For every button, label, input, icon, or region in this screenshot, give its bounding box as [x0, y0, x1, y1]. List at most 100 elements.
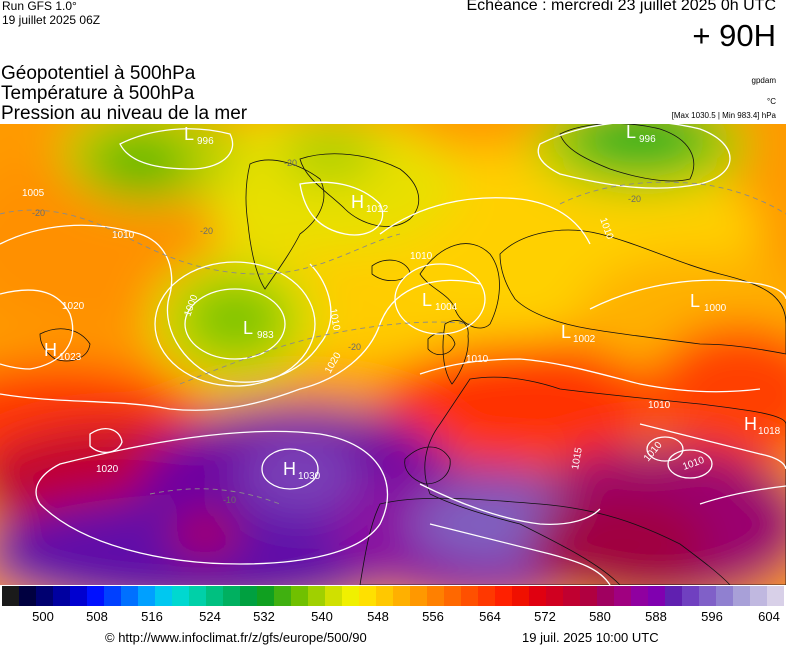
unit-geopotential: gpdam — [751, 76, 776, 85]
color-swatch — [206, 586, 223, 606]
pressure-center-value: 1002 — [573, 334, 596, 345]
temperature-label: -20 — [284, 158, 297, 168]
color-swatch — [750, 586, 767, 606]
low-center-atlantic: L 983 — [243, 318, 274, 341]
isobar-label: 1015 — [570, 446, 585, 470]
color-scale-tick: 564 — [479, 609, 501, 624]
high-center-azores: H 1030 — [283, 459, 321, 482]
run-date: 19 juillet 2025 06Z — [2, 13, 101, 27]
weather-map: L 996 H 1023 L 983 H 1030 L 996 L 1004 — [0, 124, 786, 585]
color-scale-tick: 588 — [645, 609, 667, 624]
color-scale-tick: 524 — [199, 609, 221, 624]
color-swatch — [342, 586, 359, 606]
color-swatch — [699, 586, 716, 606]
color-swatch — [546, 586, 563, 606]
low-center-russia: L 1000 — [690, 291, 727, 314]
color-swatch — [580, 586, 597, 606]
color-scale-bar — [2, 586, 784, 606]
high-center-west: H 1023 — [44, 340, 82, 363]
color-swatch — [70, 586, 87, 606]
color-swatch — [223, 586, 240, 606]
color-swatch — [495, 586, 512, 606]
color-swatch — [53, 586, 70, 606]
high-center-east: H 1018 — [744, 414, 781, 437]
color-swatch — [512, 586, 529, 606]
pressure-center-value: 1030 — [298, 471, 321, 482]
isobar-label: 1020 — [62, 301, 85, 312]
color-swatch — [410, 586, 427, 606]
color-swatch — [444, 586, 461, 606]
pressure-center-value: 983 — [257, 330, 274, 341]
color-swatch — [274, 586, 291, 606]
isobar-label: 1010 — [112, 230, 135, 241]
pressure-centers: L 996 H 1023 L 983 H 1030 L 996 L 1004 — [44, 124, 781, 482]
low-center-baltic: L 1002 — [561, 322, 596, 345]
color-swatch — [359, 586, 376, 606]
pressure-center-type: L — [243, 318, 253, 338]
temperature-label: -20 — [628, 194, 641, 204]
color-swatch — [2, 586, 19, 606]
color-swatch — [614, 586, 631, 606]
temperature-label: -20 — [200, 226, 213, 236]
color-scale-tick: 580 — [589, 609, 611, 624]
isobars — [0, 124, 786, 585]
color-swatch — [563, 586, 580, 606]
isobar-label: 1010 — [410, 251, 433, 262]
color-swatch — [648, 586, 665, 606]
isobar-label: 1010 — [466, 354, 489, 365]
color-swatch — [767, 586, 784, 606]
color-swatch — [291, 586, 308, 606]
isobar-label: 1020 — [96, 464, 119, 475]
color-swatch — [308, 586, 325, 606]
color-swatch — [257, 586, 274, 606]
color-scale-labels: 500 508 516 524 532 540 548 556 564 572 580 588 596 6… — [0, 609, 786, 627]
temperature-label: -20 — [32, 208, 45, 218]
source-url: © http://www.infoclimat.fr/z/gfs/europe/… — [105, 630, 367, 645]
color-swatch — [121, 586, 138, 606]
color-swatch — [155, 586, 172, 606]
low-center-north: L 996 — [184, 124, 214, 147]
temperature-label: -20 — [348, 342, 361, 352]
pressure-center-value: 996 — [197, 136, 214, 147]
color-scale-tick: 516 — [141, 609, 163, 624]
color-swatch — [716, 586, 733, 606]
color-swatch — [36, 586, 53, 606]
pressure-range: [Max 1030.5 | Min 983.4] hPa — [671, 111, 776, 120]
pressure-center-value: 1000 — [704, 303, 727, 314]
pressure-center-type: H — [351, 192, 364, 212]
pressure-center-type: L — [561, 322, 571, 342]
low-center-norwegian-sea: L 1004 — [422, 290, 458, 313]
title-pressure: Pression au niveau de la mer — [1, 103, 248, 124]
color-swatch — [529, 586, 546, 606]
temperature-isotherms — [0, 181, 786, 505]
color-scale-tick: 596 — [701, 609, 723, 624]
pressure-center-type: H — [744, 414, 757, 434]
pressure-center-type: L — [690, 291, 700, 311]
weather-map-svg: L 996 H 1023 L 983 H 1030 L 996 L 1004 — [0, 124, 786, 585]
color-swatch — [376, 586, 393, 606]
color-scale-tick: 540 — [311, 609, 333, 624]
title-geopotential: Géopotentiel à 500hPa — [1, 63, 196, 84]
unit-temperature: °C — [767, 97, 776, 106]
color-swatch — [665, 586, 682, 606]
color-scale-tick: 604 — [758, 609, 780, 624]
color-swatch — [87, 586, 104, 606]
pressure-center-value: 996 — [639, 134, 656, 145]
color-swatch — [104, 586, 121, 606]
color-swatch — [172, 586, 189, 606]
isobar-label: 1010 — [327, 308, 342, 332]
geopotential-field — [0, 124, 786, 585]
color-swatch — [597, 586, 614, 606]
pressure-center-type: L — [626, 124, 636, 142]
pressure-center-type: H — [283, 459, 296, 479]
color-swatch — [138, 586, 155, 606]
high-center-greenland: H 1012 — [351, 192, 389, 215]
color-scale-tick: 556 — [422, 609, 444, 624]
forecast-valid-time: Echéance : mercredi 23 juillet 2025 0h U… — [466, 0, 777, 14]
temperature-label: -10 — [223, 495, 236, 505]
forecast-horizon: + 90H — [692, 18, 776, 53]
color-swatch — [325, 586, 342, 606]
color-swatch — [478, 586, 495, 606]
color-swatch — [427, 586, 444, 606]
color-swatch — [733, 586, 750, 606]
